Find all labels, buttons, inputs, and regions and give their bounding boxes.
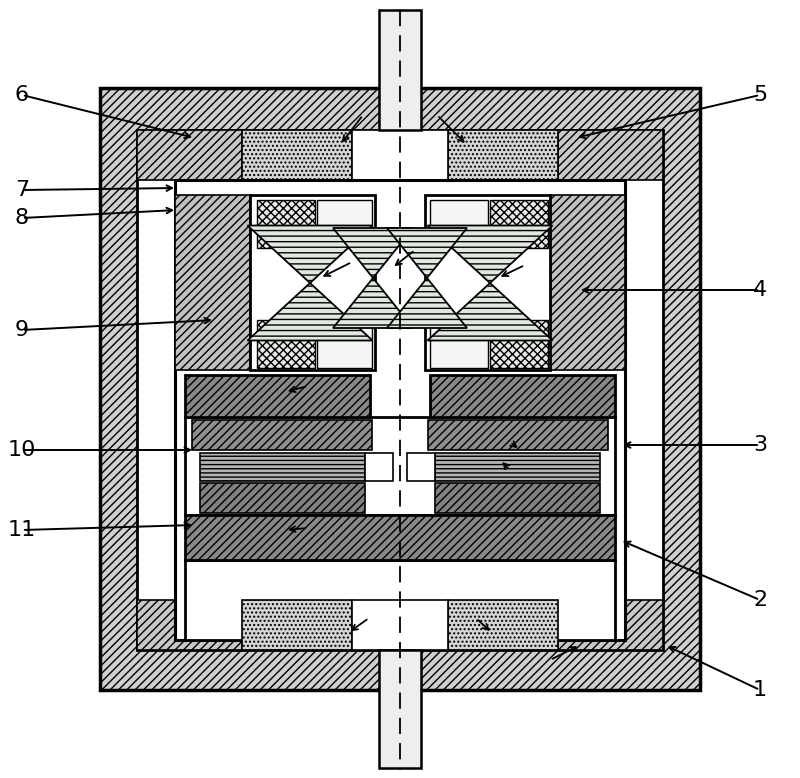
- Bar: [448, 130, 558, 180]
- Text: 11: 11: [8, 520, 36, 540]
- Bar: [407, 453, 435, 481]
- Polygon shape: [427, 226, 553, 283]
- Polygon shape: [247, 226, 373, 283]
- Polygon shape: [333, 278, 413, 328]
- Text: 2: 2: [753, 590, 767, 610]
- Bar: [490, 200, 548, 248]
- Bar: [448, 600, 558, 650]
- Text: 4: 4: [753, 280, 767, 300]
- Polygon shape: [333, 228, 413, 278]
- Bar: [185, 515, 615, 560]
- Bar: [558, 600, 663, 650]
- Bar: [490, 320, 548, 368]
- Bar: [257, 320, 315, 368]
- Bar: [430, 320, 488, 368]
- Bar: [379, 650, 421, 768]
- Bar: [430, 375, 615, 417]
- Polygon shape: [387, 228, 467, 278]
- Bar: [379, 130, 421, 650]
- Text: 6: 6: [15, 85, 29, 105]
- Bar: [430, 200, 488, 248]
- Bar: [100, 88, 700, 690]
- Bar: [550, 195, 625, 370]
- Bar: [352, 600, 448, 650]
- Bar: [558, 130, 663, 180]
- Bar: [192, 420, 372, 450]
- Bar: [137, 600, 242, 650]
- Text: 7: 7: [15, 180, 29, 200]
- Polygon shape: [427, 283, 553, 341]
- Bar: [185, 375, 370, 417]
- Bar: [435, 483, 600, 513]
- Text: 3: 3: [753, 435, 767, 455]
- Bar: [317, 200, 372, 248]
- Bar: [137, 130, 663, 650]
- Bar: [137, 130, 242, 180]
- Bar: [379, 10, 421, 130]
- Bar: [175, 195, 250, 370]
- Bar: [200, 453, 365, 481]
- Bar: [428, 420, 608, 450]
- Text: 8: 8: [15, 208, 29, 228]
- Text: 1: 1: [753, 680, 767, 700]
- Bar: [242, 600, 352, 650]
- Text: 10: 10: [8, 440, 36, 460]
- Bar: [250, 195, 375, 370]
- Bar: [200, 483, 365, 513]
- Bar: [435, 453, 600, 481]
- Bar: [317, 320, 372, 368]
- Bar: [257, 200, 315, 248]
- Bar: [185, 560, 615, 640]
- Bar: [185, 417, 615, 515]
- Text: 5: 5: [753, 85, 767, 105]
- Bar: [242, 130, 352, 180]
- Text: 9: 9: [15, 320, 29, 340]
- Polygon shape: [247, 283, 373, 341]
- Polygon shape: [387, 278, 467, 328]
- Bar: [425, 195, 550, 370]
- Bar: [175, 180, 625, 640]
- Bar: [352, 130, 448, 180]
- Bar: [365, 453, 393, 481]
